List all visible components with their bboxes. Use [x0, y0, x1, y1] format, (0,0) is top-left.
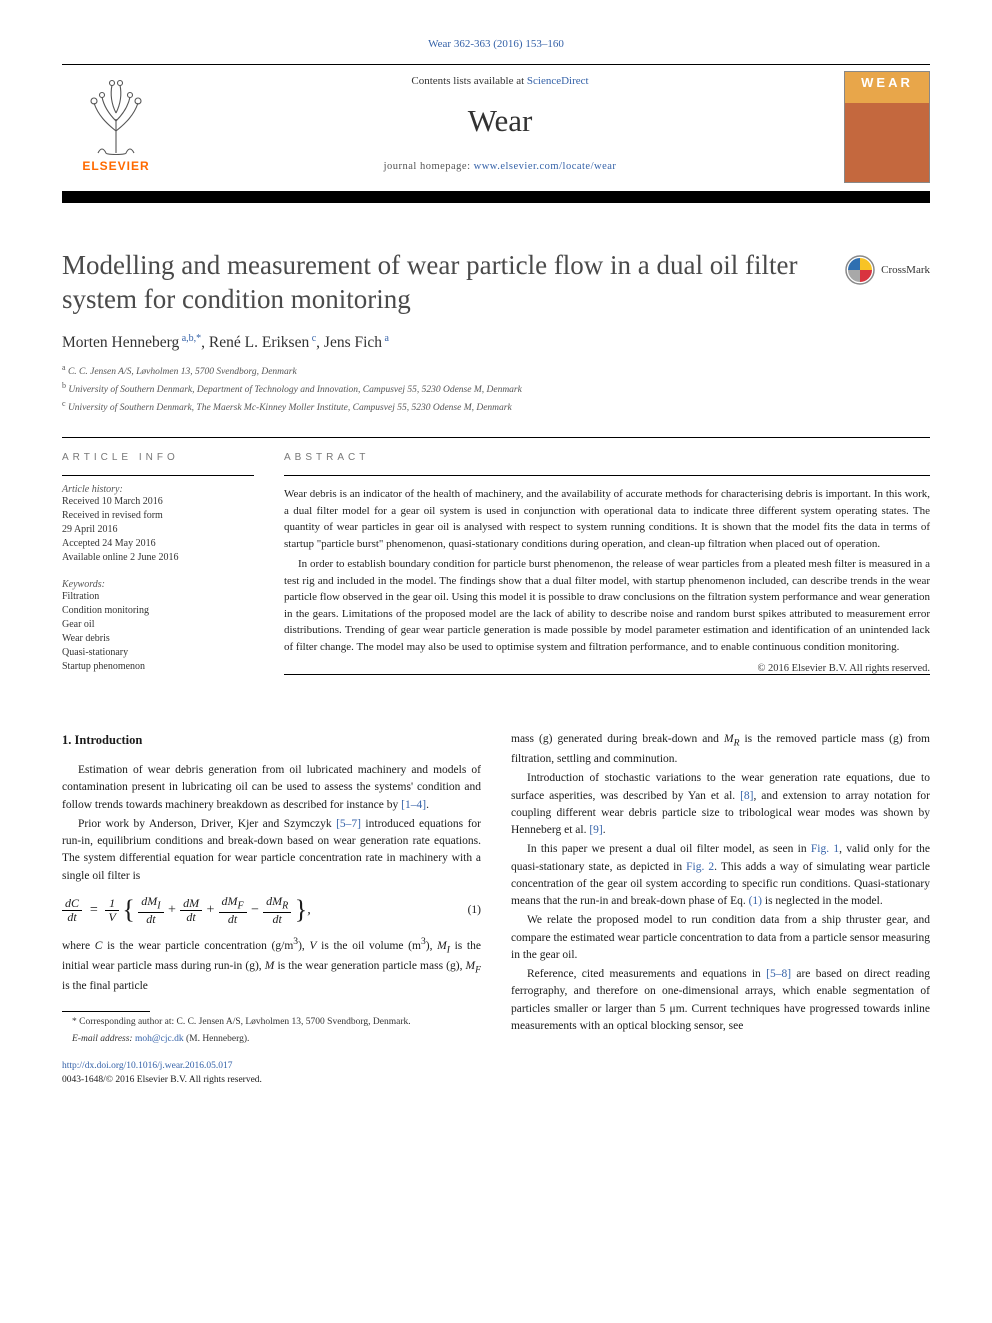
keyword: Quasi-stationary — [62, 646, 254, 660]
corresponding-author-note: * Corresponding author at: C. C. Jensen … — [62, 1016, 481, 1029]
masthead-black-bar — [62, 191, 930, 203]
keyword: Condition monitoring — [62, 604, 254, 618]
equation-1: dCdt = 1V { dMIdt + dMdt + dMFdt − dMRdt… — [62, 895, 481, 925]
issn-copyright: 0043-1648/© 2016 Elsevier B.V. All right… — [62, 1075, 262, 1085]
article-title: Modelling and measurement of wear partic… — [62, 249, 845, 317]
history-line: 29 April 2016 — [62, 523, 254, 537]
abstract: ABSTRACT Wear debris is an indicator of … — [284, 452, 930, 685]
sciencedirect-link[interactable]: ScienceDirect — [527, 75, 589, 87]
keywords-block: Filtration Condition monitoring Gear oil… — [62, 590, 254, 674]
affil-a: C. C. Jensen A/S, Løvholmen 13, 5700 Sve… — [68, 367, 297, 377]
ref-link-5-7[interactable]: [5–7] — [336, 818, 361, 830]
ref-link-9[interactable]: [9] — [589, 824, 602, 836]
crossmark-label: CrossMark — [881, 264, 930, 276]
affiliations: a C. C. Jensen A/S, Løvholmen 13, 5700 S… — [62, 362, 930, 416]
journal-cover-thumbnail: WEAR — [844, 71, 930, 183]
footnote-separator — [62, 1011, 150, 1012]
running-citation-link[interactable]: Wear 362-363 (2016) 153–160 — [428, 38, 564, 50]
author-3-marks[interactable]: a — [385, 333, 389, 344]
info-divider — [62, 437, 930, 438]
body-para: where C is the wear particle concentrati… — [62, 935, 481, 994]
author-3: Jens Fich — [324, 334, 382, 351]
equation-1-body: dCdt = 1V { dMIdt + dMdt + dMFdt − dMRdt… — [62, 895, 311, 925]
history-line: Received 10 March 2016 — [62, 495, 254, 509]
keyword: Gear oil — [62, 618, 254, 632]
abstract-heading: ABSTRACT — [284, 452, 930, 463]
keyword: Startup phenomenon — [62, 660, 254, 674]
body-para: Reference, cited measurements and equati… — [511, 966, 930, 1035]
doi-block: http://dx.doi.org/10.1016/j.wear.2016.05… — [62, 1060, 481, 1087]
homepage-label: journal homepage: — [384, 161, 474, 172]
doi-link[interactable]: http://dx.doi.org/10.1016/j.wear.2016.05… — [62, 1061, 233, 1071]
cover-label: WEAR — [845, 75, 929, 90]
author-1-marks[interactable]: a,b,* — [182, 333, 201, 344]
publisher-name: ELSEVIER — [82, 159, 149, 173]
body-para: Estimation of wear debris generation fro… — [62, 762, 481, 814]
body-para: mass (g) generated during break-down and… — [511, 731, 930, 768]
keywords-label: Keywords: — [62, 579, 254, 590]
history-line: Received in revised form — [62, 509, 254, 523]
history-block: Received 10 March 2016 Received in revis… — [62, 495, 254, 565]
history-line: Accepted 24 May 2016 — [62, 537, 254, 551]
publisher-block: ELSEVIER — [62, 71, 170, 183]
left-column: 1. Introduction Estimation of wear debri… — [62, 731, 481, 1087]
info-heading: ARTICLE INFO — [62, 452, 254, 463]
history-line: Available online 2 June 2016 — [62, 551, 254, 565]
crossmark-badge[interactable]: CrossMark — [845, 255, 930, 285]
crossmark-icon — [845, 255, 875, 285]
section-heading-introduction: 1. Introduction — [62, 731, 481, 750]
running-citation: Wear 362-363 (2016) 153–160 — [62, 38, 930, 50]
contents-label: Contents lists available at — [411, 75, 526, 87]
masthead-center: Contents lists available at ScienceDirec… — [170, 71, 830, 183]
author-1: Morten Henneberg — [62, 334, 179, 351]
fig-link-1[interactable]: Fig. 1 — [811, 843, 839, 855]
author-list: Morten Henneberg a,b,*, René L. Eriksen … — [62, 333, 930, 352]
affil-c: University of Southern Denmark, The Maer… — [68, 403, 512, 413]
article-info: ARTICLE INFO Article history: Received 1… — [62, 452, 254, 685]
body-para: In this paper we present a dual oil filt… — [511, 841, 930, 910]
cover-thumb-wrap: WEAR — [830, 71, 930, 183]
ref-link-8[interactable]: [8] — [740, 790, 753, 802]
body-para: Prior work by Anderson, Driver, Kjer and… — [62, 816, 481, 885]
abstract-para: Wear debris is an indicator of the healt… — [284, 486, 930, 552]
body-para: Introduction of stochastic variations to… — [511, 770, 930, 839]
abstract-end-rule — [284, 674, 930, 675]
masthead: ELSEVIER Contents lists available at Sci… — [62, 65, 930, 183]
journal-name: Wear — [170, 103, 830, 139]
abstract-copyright: © 2016 Elsevier B.V. All rights reserved… — [284, 663, 930, 674]
email-link[interactable]: moh@cjc.dk — [135, 1034, 184, 1044]
keyword: Filtration — [62, 590, 254, 604]
journal-homepage-link[interactable]: www.elsevier.com/locate/wear — [474, 161, 617, 172]
history-label: Article history: — [62, 484, 254, 495]
email-note: E-mail address: moh@cjc.dk (M. Henneberg… — [62, 1033, 481, 1046]
abstract-para: In order to establish boundary condition… — [284, 556, 930, 655]
fig-link-2[interactable]: Fig. 2 — [686, 861, 714, 873]
ref-link-1-4[interactable]: [1–4] — [401, 799, 426, 811]
elsevier-tree-icon — [76, 71, 156, 157]
body-columns: 1. Introduction Estimation of wear debri… — [62, 731, 930, 1087]
author-2-marks[interactable]: c — [312, 333, 316, 344]
ref-link-5-8[interactable]: [5–8] — [766, 968, 791, 980]
right-column: mass (g) generated during break-down and… — [511, 731, 930, 1087]
author-2: René L. Eriksen — [209, 334, 309, 351]
affil-b: University of Southern Denmark, Departme… — [68, 385, 521, 395]
equation-1-number: (1) — [468, 902, 481, 919]
eq-link-1[interactable]: (1) — [749, 895, 762, 907]
keyword: Wear debris — [62, 632, 254, 646]
body-para: We relate the proposed model to run cond… — [511, 912, 930, 964]
